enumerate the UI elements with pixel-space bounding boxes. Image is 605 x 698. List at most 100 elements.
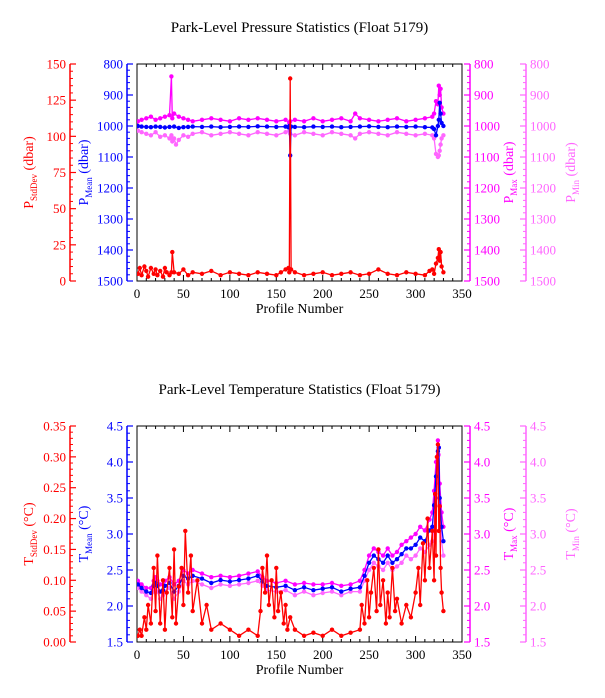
data-point xyxy=(278,270,284,275)
data-point xyxy=(283,602,288,608)
data-point xyxy=(320,270,325,275)
data-point xyxy=(348,586,353,591)
data-point xyxy=(422,131,428,136)
data-point xyxy=(357,116,363,121)
y-tick-label: 0.15 xyxy=(43,542,66,557)
y-tick-label: 1400 xyxy=(530,243,556,258)
data-point xyxy=(366,130,372,135)
data-point xyxy=(170,615,175,620)
y-axis-label: PMin (dbar) xyxy=(564,142,581,203)
data-point xyxy=(255,124,260,129)
plot-frame xyxy=(136,425,463,643)
data-point xyxy=(269,578,274,583)
data-point xyxy=(301,580,307,586)
data-point xyxy=(371,553,376,558)
y-axis-label-sub: Mean xyxy=(84,177,94,198)
y-tick-label: 0.10 xyxy=(43,573,66,588)
y-tick-label: 100 xyxy=(47,129,67,144)
data-point xyxy=(433,133,439,138)
data-point xyxy=(399,542,404,547)
data-point xyxy=(209,627,214,632)
data-point xyxy=(139,589,144,594)
data-point xyxy=(246,117,251,123)
data-point xyxy=(329,124,335,129)
x-tick-label: 0 xyxy=(134,286,141,301)
y-tick-label: 1200 xyxy=(97,181,123,196)
data-point xyxy=(171,547,177,552)
data-point xyxy=(292,588,298,593)
data-point xyxy=(431,111,437,116)
data-point xyxy=(385,590,390,595)
data-point xyxy=(320,586,325,591)
data-point xyxy=(227,130,233,135)
data-point xyxy=(374,608,379,614)
data-point xyxy=(148,114,154,119)
data-point xyxy=(285,627,290,632)
data-point xyxy=(155,553,160,558)
data-point xyxy=(348,133,353,138)
data-point xyxy=(371,546,376,551)
data-point xyxy=(181,116,186,121)
data-point xyxy=(357,273,363,278)
y-tick-label: 1.5 xyxy=(474,635,490,650)
data-point xyxy=(416,565,421,571)
data-point xyxy=(199,130,205,135)
data-point xyxy=(199,124,205,130)
data-point xyxy=(227,124,233,130)
data-point xyxy=(190,124,195,129)
data-point xyxy=(185,134,191,139)
data-point xyxy=(366,615,372,620)
data-point xyxy=(441,539,446,544)
x-tick-label: 200 xyxy=(313,286,333,301)
data-point xyxy=(199,571,205,576)
data-point xyxy=(199,271,205,276)
data-point xyxy=(385,133,390,138)
data-point xyxy=(181,267,186,272)
data-point xyxy=(162,627,168,632)
data-point xyxy=(399,621,404,626)
data-point xyxy=(362,621,367,626)
data-point xyxy=(301,273,307,278)
x-tick-label: 300 xyxy=(406,286,426,301)
x-tick-label: 150 xyxy=(267,647,287,662)
data-point xyxy=(438,249,443,255)
data-point xyxy=(139,585,144,591)
data-point xyxy=(320,582,325,587)
data-point xyxy=(413,124,418,129)
y-tick-label: 3.0 xyxy=(474,527,490,542)
data-point xyxy=(339,131,344,136)
data-point xyxy=(236,131,242,136)
data-point xyxy=(137,271,141,276)
data-point xyxy=(158,134,163,139)
data-point xyxy=(151,271,156,276)
data-point xyxy=(437,92,442,98)
x-tick-label: 0 xyxy=(134,647,141,662)
data-point xyxy=(169,74,174,79)
data-point xyxy=(246,133,251,138)
data-point xyxy=(437,100,442,106)
data-point xyxy=(436,117,441,123)
data-point xyxy=(366,567,372,573)
y-tick-label: 1100 xyxy=(530,150,556,165)
data-point xyxy=(255,573,260,578)
y-tick-label: 800 xyxy=(474,57,494,72)
data-point xyxy=(366,553,372,558)
data-point xyxy=(144,627,149,632)
data-point xyxy=(153,117,158,123)
data-point xyxy=(260,565,265,571)
data-point xyxy=(171,136,177,141)
y-tick-label: 125 xyxy=(47,93,67,108)
y-tick-label: 150 xyxy=(47,57,67,72)
y-axis-max: 800 900 1000 1100 1200 1300 1400 1500 PMax (dbar… xyxy=(464,57,519,289)
data-point xyxy=(148,133,154,138)
data-point xyxy=(439,264,444,269)
y-tick-label: 4.0 xyxy=(474,455,490,470)
data-point xyxy=(329,130,335,135)
data-point xyxy=(394,564,400,569)
data-point xyxy=(357,589,363,594)
data-point xyxy=(418,535,423,540)
data-point xyxy=(431,271,437,276)
data-point xyxy=(246,576,251,581)
